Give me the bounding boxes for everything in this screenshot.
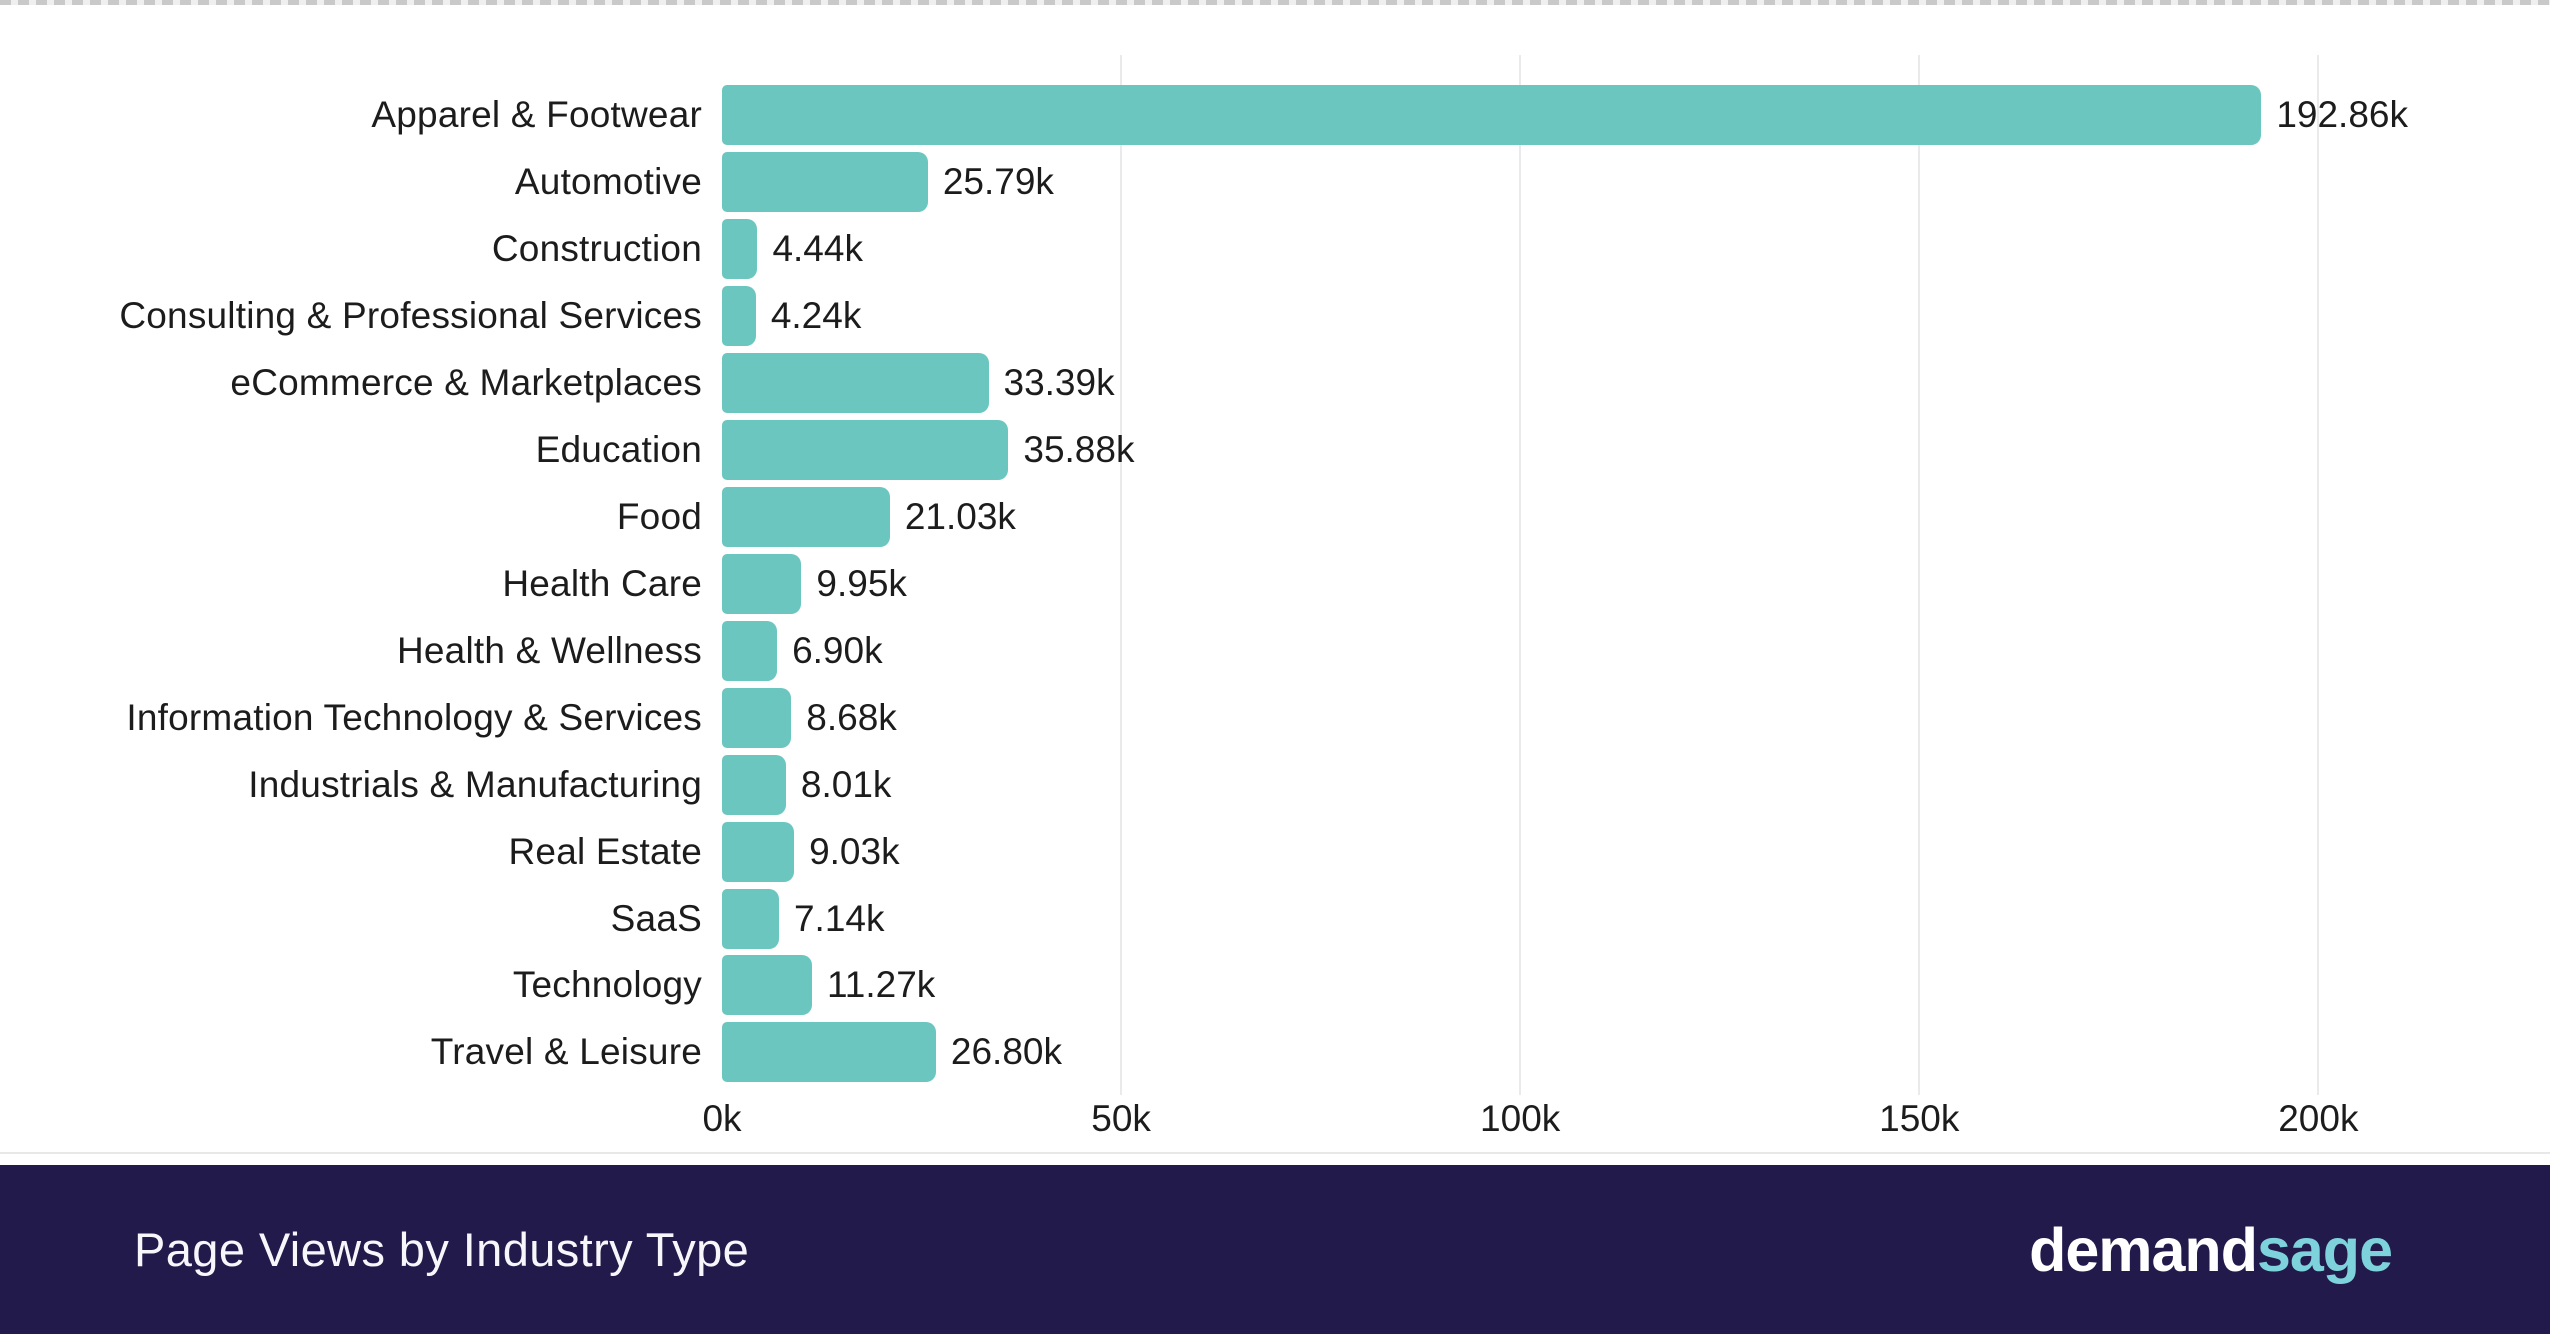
- demandsage-logo: demandsage: [2029, 1215, 2393, 1285]
- category-label: Technology: [512, 964, 702, 1006]
- bar-chart: Apparel & Footwear 192.86k Automotive 25.79…: [0, 5, 2550, 1165]
- category-label: Automotive: [514, 161, 702, 203]
- bar: [722, 85, 2262, 146]
- chart-row: Industrials & Manufacturing 8.01k: [0, 751, 2550, 818]
- bar: [722, 821, 795, 882]
- chart-row: Construction 4.44k: [0, 216, 2550, 283]
- chart-row: Apparel & Footwear 192.86k: [0, 82, 2550, 149]
- category-label: Health & Wellness: [396, 629, 702, 671]
- dashed-top-border: [0, 0, 2550, 5]
- category-label: SaaS: [610, 897, 702, 939]
- bar-track: 11.27k: [722, 952, 2462, 1019]
- gridline-50k: [1120, 55, 1123, 1095]
- value-label: 11.27k: [826, 964, 936, 1006]
- value-label: 26.80k: [950, 1031, 1062, 1073]
- footer-banner: Page Views by Industry Type demandsage: [0, 1165, 2550, 1334]
- bar: [722, 620, 778, 681]
- bar: [722, 553, 802, 614]
- category-label: Construction: [491, 228, 702, 270]
- x-tick-label: 100k: [1480, 1098, 1561, 1139]
- bar-track: 4.24k: [722, 283, 2462, 350]
- bar: [722, 152, 928, 213]
- bar-track: 9.95k: [722, 550, 2462, 617]
- bar: [722, 1022, 936, 1083]
- bar-track: 6.90k: [722, 617, 2462, 684]
- gridlines-layer: [722, 55, 2462, 1095]
- category-label: Apparel & Footwear: [371, 94, 702, 136]
- chart-row: Information Technology & Services 8.68k: [0, 684, 2550, 751]
- x-tick-label: 50k: [1091, 1098, 1151, 1139]
- value-label: 35.88k: [1023, 429, 1135, 471]
- bar-track: 8.01k: [722, 751, 2462, 818]
- category-label: Industrials & Manufacturing: [248, 763, 702, 805]
- category-label: Travel & Leisure: [430, 1031, 702, 1073]
- chart-row: Technology 11.27k: [0, 952, 2550, 1019]
- value-label: 8.68k: [806, 696, 897, 738]
- x-tick-label: 200k: [2278, 1098, 2359, 1139]
- category-label: Real Estate: [508, 830, 702, 872]
- x-tick-label: 150k: [1879, 1098, 1960, 1139]
- chart-row: SaaS 7.14k: [0, 885, 2550, 952]
- bar-track: 25.79k: [722, 149, 2462, 216]
- bar-track: 9.03k: [722, 818, 2462, 885]
- chart-row: Real Estate 9.03k: [0, 818, 2550, 885]
- bar: [722, 219, 758, 280]
- category-label: Health Care: [502, 562, 702, 604]
- bar: [722, 888, 779, 949]
- value-label: 9.95k: [816, 562, 907, 604]
- logo-text-demand: demand: [2029, 1215, 2258, 1284]
- chart-title: Page Views by Industry Type: [134, 1223, 750, 1276]
- category-label: eCommerce & Marketplaces: [230, 362, 702, 404]
- value-label: 21.03k: [904, 495, 1016, 537]
- chart-bottom-divider: [0, 1152, 2550, 1154]
- bar: [722, 955, 812, 1016]
- chart-row: Health Care 9.95k: [0, 550, 2550, 617]
- bar-track: 192.86k: [722, 82, 2462, 149]
- value-label: 4.24k: [770, 295, 862, 337]
- logo-text-sage: sage: [2256, 1215, 2393, 1284]
- bar-track: 33.39k: [722, 350, 2462, 417]
- category-label: Food: [616, 495, 702, 537]
- bar-track: 8.68k: [722, 684, 2462, 751]
- bar-rows: Apparel & Footwear 192.86k Automotive 25.79…: [0, 82, 2550, 1086]
- value-label: 192.86k: [2276, 94, 2408, 136]
- chart-row: Health & Wellness 6.90k: [0, 617, 2550, 684]
- chart-row: Education 35.88k: [0, 417, 2550, 484]
- chart-row: Travel & Leisure 26.80k: [0, 1019, 2550, 1086]
- chart-row: eCommerce & Marketplaces 33.39k: [0, 350, 2550, 417]
- bar-track: 4.44k: [722, 216, 2462, 283]
- x-tick-label: 0k: [702, 1098, 742, 1139]
- bar: [722, 286, 756, 347]
- bar-track: 21.03k: [722, 484, 2462, 551]
- bar: [722, 486, 890, 547]
- bar-track: 35.88k: [722, 417, 2462, 484]
- value-label: 6.90k: [792, 629, 883, 671]
- bar-track: 26.80k: [722, 1019, 2462, 1086]
- chart-row: Automotive 25.79k: [0, 149, 2550, 216]
- bar: [722, 420, 1009, 481]
- gridline-150k: [1918, 55, 1921, 1095]
- category-label: Consulting & Professional Services: [119, 295, 702, 337]
- value-label: 25.79k: [942, 161, 1054, 203]
- category-label: Education: [535, 429, 702, 471]
- chart-row: Food 21.03k: [0, 484, 2550, 551]
- value-label: 9.03k: [809, 830, 900, 872]
- bar-track: 7.14k: [722, 885, 2462, 952]
- gridline-100k: [1519, 55, 1522, 1095]
- value-label: 8.01k: [800, 763, 892, 805]
- bar: [722, 353, 989, 414]
- category-label: Information Technology & Services: [126, 696, 702, 738]
- chart-row: Consulting & Professional Services 4.24k: [0, 283, 2550, 350]
- value-label: 33.39k: [1003, 362, 1115, 404]
- bar: [722, 687, 792, 748]
- gridline-200k: [2317, 55, 2320, 1095]
- value-label: 7.14k: [793, 897, 885, 939]
- x-axis: 0k 50k 100k 150k 200k: [702, 1098, 2462, 1144]
- value-label: 4.44k: [772, 228, 863, 270]
- bar: [722, 754, 786, 815]
